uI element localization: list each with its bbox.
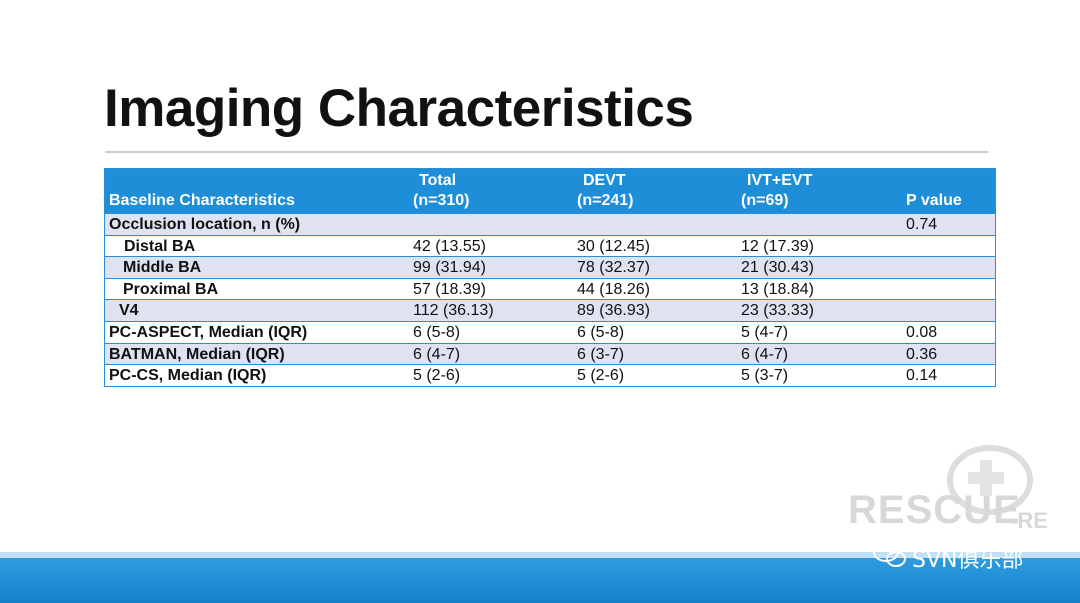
cell: 5 (4-7)	[741, 323, 789, 341]
footer-stripe	[0, 552, 1080, 558]
row-label: Middle BA	[123, 259, 202, 277]
cell: 0.14	[906, 367, 938, 385]
cell: 21 (30.43)	[741, 259, 814, 277]
cell: 13 (18.84)	[741, 280, 814, 298]
cell: 6 (5-8)	[413, 323, 461, 341]
row-label: PC-ASPECT, Median (IQR)	[109, 323, 308, 341]
table: Baseline Characteristics Total (n=310) DEVT…	[104, 168, 996, 387]
table-row: PC-ASPECT, Median (IQR) 6 (5-8) 6 (5-8) 5 (…	[105, 320, 995, 343]
row-label: PC-CS, Median (IQR)	[109, 367, 267, 385]
cell: 42 (13.55)	[413, 237, 486, 255]
column-header: Total (n=310)	[413, 171, 469, 211]
row-label: Occlusion location, n (%)	[109, 216, 301, 233]
table-row: Distal BA 42 (13.55) 30 (12.45) 12 (17.39)	[105, 234, 995, 257]
cell: 0.08	[906, 323, 938, 341]
table-row: Proximal BA 57 (18.39) 44 (18.26) 13 (18.84…	[105, 277, 995, 300]
cell: 6 (5-8)	[577, 323, 625, 341]
wechat-icon	[873, 542, 906, 567]
column-header: P value	[906, 191, 962, 211]
cell: 6 (3-7)	[577, 345, 625, 363]
cell: 57 (18.39)	[413, 280, 486, 298]
column-header: IVT+EVT (n=69)	[741, 171, 812, 211]
header-line: Baseline Characteristics	[109, 192, 295, 209]
watermark-icon	[947, 445, 1033, 515]
table-row: PC-CS, Median (IQR) 5 (2-6) 5 (2-6) 5 (3-7)…	[105, 364, 995, 386]
column-header: Baseline Characteristics	[109, 191, 295, 211]
cell: 78 (32.37)	[577, 259, 650, 277]
cell: 6 (4-7)	[741, 345, 789, 363]
table-row: Occlusion location, n (%) 0.74	[105, 213, 995, 235]
table-row: Middle BA 99 (31.94) 78 (32.37) 21 (30.43)	[105, 256, 995, 278]
header-row: Baseline Characteristics Total (n=310) DEVT…	[105, 169, 995, 213]
cell: 30 (12.45)	[577, 237, 650, 255]
row-label: V4	[119, 302, 139, 320]
table-row: BATMAN, Median (IQR) 6 (4-7) 6 (3-7) 6 (4-7…	[105, 342, 995, 365]
cell: 0.36	[906, 345, 938, 363]
cell: 5 (3-7)	[741, 367, 789, 385]
cell: 0.74	[906, 216, 938, 233]
header-line: DEVT	[583, 172, 626, 189]
title-rule	[105, 151, 988, 153]
cell: 6 (4-7)	[413, 345, 461, 363]
header-line: (n=69)	[741, 192, 789, 209]
title: Imaging Characteristics	[104, 79, 694, 138]
header-line: Total	[419, 172, 457, 189]
table-row: V4 112 (36.13) 89 (36.93) 23 (33.33)	[105, 299, 995, 321]
account-name: SVN俱乐部	[912, 548, 1024, 573]
row-label: BATMAN, Median (IQR)	[109, 345, 285, 363]
cell: 99 (31.94)	[413, 259, 486, 277]
header-line: P value	[906, 192, 962, 209]
row-label: Distal BA	[124, 237, 196, 255]
column-header: DEVT (n=241)	[577, 171, 633, 211]
header-line: IVT+EVT	[747, 172, 813, 189]
header-line: (n=241)	[577, 192, 634, 209]
cell: 5 (2-6)	[577, 367, 625, 385]
cell: 89 (36.93)	[577, 302, 650, 320]
row-label: Proximal BA	[123, 280, 219, 298]
cell: 5 (2-6)	[413, 367, 461, 385]
watermark-suffix: -RE	[1010, 508, 1048, 533]
cell: 12 (17.39)	[741, 237, 814, 255]
cell: 112 (36.13)	[413, 302, 494, 320]
watermark-logo: RESCUE	[848, 488, 1021, 532]
header-line: (n=310)	[413, 192, 470, 209]
cell: 23 (33.33)	[741, 302, 814, 320]
cell: 44 (18.26)	[577, 280, 650, 298]
